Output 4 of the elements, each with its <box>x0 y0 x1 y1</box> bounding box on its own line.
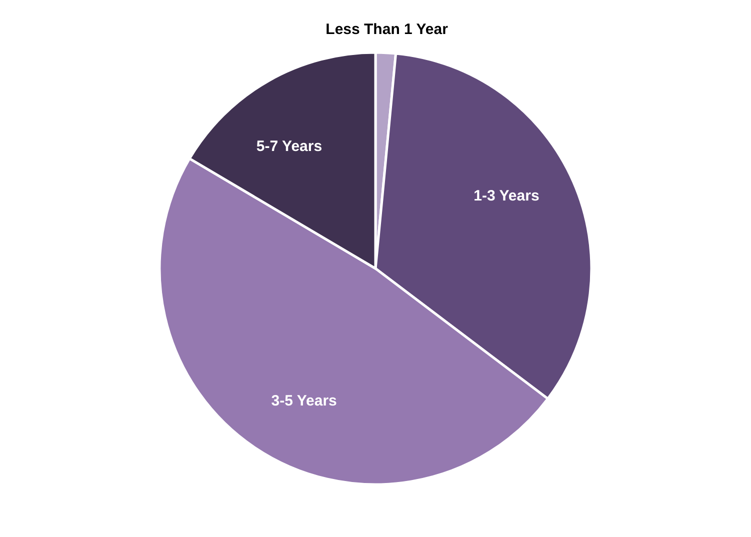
slice-label: 3-5 Years <box>271 392 337 410</box>
slice-label: Less Than 1 Year <box>326 20 448 38</box>
slice-label: 1-3 Years <box>474 187 540 204</box>
slice-label: 5-7 Years <box>256 138 322 155</box>
